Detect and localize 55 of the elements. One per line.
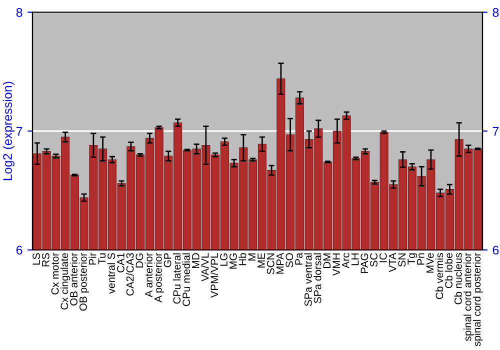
x-tick-label: CA1 [116, 253, 124, 272]
x-tick-label: Hb [238, 253, 246, 266]
x-tick-label: SN [398, 254, 406, 267]
x-tick-label: DG [136, 253, 144, 268]
x-tick-label: Cb nucleus [454, 253, 462, 304]
x-tick-label: spinal cord posterior [472, 252, 483, 346]
x-tick-label: VPM/VPL [210, 253, 218, 298]
x-tick-label: VA/VL [201, 253, 209, 282]
x-tick-label: A anterior [144, 252, 152, 298]
y2-tick-label: 8 [492, 8, 499, 17]
y2-tick-label: 6 [492, 246, 499, 255]
x-tick-label: Cb vermis [435, 253, 444, 300]
x-tick-label: Pir [88, 252, 96, 265]
x-tick-label: RS [42, 253, 50, 266]
x-tick-label: SPa ventral [304, 253, 312, 306]
x-tick-label: VMH [332, 254, 340, 276]
x-tick-label: OB anterior [70, 252, 78, 306]
x-tick-label: Pa [295, 252, 302, 265]
x-tick-label: LH [351, 254, 359, 266]
y-axis-title: Log2 (expression) [2, 82, 14, 180]
x-tick-label: MPA [276, 252, 284, 274]
x-tick-label: SPa dorsal [314, 253, 322, 304]
x-tick-label: CA2/CA3 [126, 253, 134, 296]
x-tick-label: SC [370, 253, 378, 267]
x-tick-label: Cb lobe [444, 253, 452, 288]
x-tick-label: MD [192, 253, 200, 268]
x-tick-label: OB posterior [79, 252, 89, 311]
y-tick-label: 8 [16, 8, 22, 17]
x-tick-label: MVe [426, 253, 434, 273]
x-tick-label: LG [220, 253, 228, 266]
x-tick-label: ME [258, 253, 265, 268]
x-tick-label: DM [323, 254, 331, 268]
y-tick-label: 7 [16, 127, 22, 136]
x-tick-label: M [248, 254, 256, 260]
y-tick-label: 6 [16, 246, 22, 255]
x-tick-label: ventral S [107, 253, 115, 294]
x-tick-label: LS [32, 253, 40, 265]
x-tick-label: spinal cord anterior [464, 252, 474, 341]
x-tick-label: MG [229, 253, 237, 269]
x-tick-label: Tg [408, 253, 418, 265]
x-tick-label: Arc [342, 252, 350, 268]
x-tick-label: Cx motor [51, 252, 59, 294]
x-tick-label: PAG [360, 253, 368, 274]
x-tick-label: CPu medial [182, 253, 190, 306]
x-tick-label: Cx cingulate [60, 253, 70, 310]
x-tick-label: A posterior [154, 252, 164, 302]
x-tick-label: SO [286, 253, 294, 268]
x-tick-label: IC [379, 253, 387, 262]
y2-tick-label: 7 [492, 127, 499, 136]
x-tick-label: VTA [388, 252, 396, 272]
x-tick-label: Tu [98, 253, 106, 264]
x-tick-label: Pn [417, 253, 424, 265]
x-tick-label: SCN [266, 254, 274, 274]
x-tick-label: CPu lateral [172, 253, 181, 304]
x-tick-label: GP [164, 253, 172, 268]
